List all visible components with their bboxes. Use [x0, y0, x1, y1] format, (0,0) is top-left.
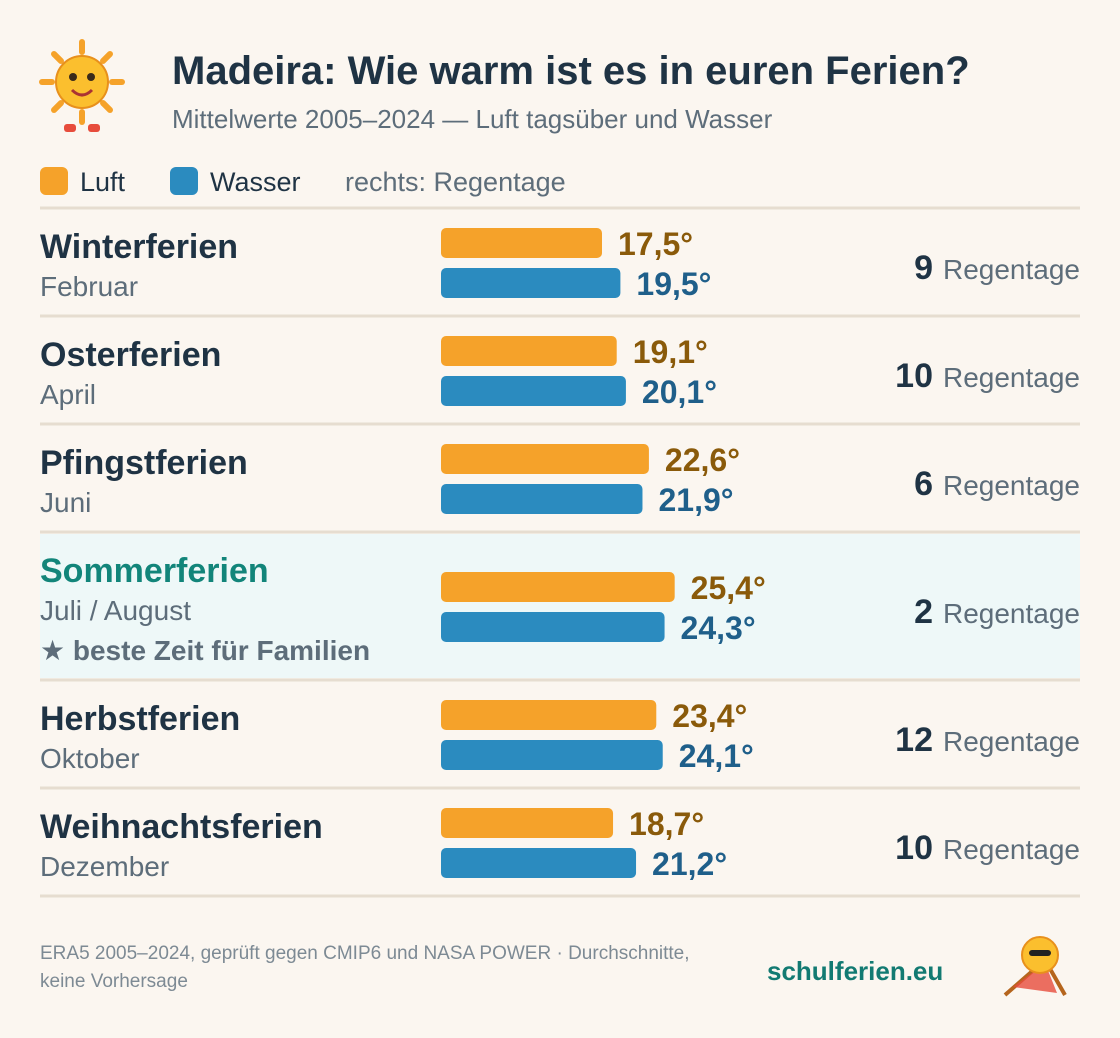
bar — [441, 612, 665, 642]
bar — [441, 740, 663, 770]
month-label: Oktober — [40, 743, 140, 774]
legend-label: Wasser — [210, 167, 301, 197]
rain-label: Regentage — [943, 598, 1080, 629]
category-name: Winterferien — [40, 228, 238, 266]
rain-label: Regentage — [943, 254, 1080, 285]
legend-label: Luft — [80, 167, 126, 197]
value-label: 21,2° — [652, 846, 727, 882]
value-label: 25,4° — [691, 570, 766, 606]
rain-days: 10 — [895, 357, 933, 395]
rain-days: 12 — [895, 721, 933, 759]
rain-label: Regentage — [943, 834, 1080, 865]
rain-label: Regentage — [943, 362, 1080, 393]
footer-source-box: ERA5 2005–2024, geprüft gegen CMIP6 und … — [40, 943, 690, 992]
footer-source: ERA5 2005–2024, geprüft gegen CMIP6 und … — [40, 943, 690, 992]
month-label: Juni — [40, 487, 91, 518]
category-name: Osterferien — [40, 336, 221, 374]
value-label: 18,7° — [629, 806, 704, 842]
rain-days: 2 — [914, 593, 933, 631]
rain-label: Regentage — [943, 726, 1080, 757]
category-name: Weihnachtsferien — [40, 808, 323, 846]
rain-label: Regentage — [943, 470, 1080, 501]
bar — [441, 848, 637, 878]
category-name: Pfingstferien — [40, 444, 248, 482]
value-label: 17,5° — [618, 226, 693, 262]
highlight-background — [40, 534, 1080, 678]
category-name: Sommerferien — [40, 552, 269, 590]
legend-note: rechts: Regentage — [345, 167, 566, 197]
bar — [441, 376, 626, 406]
value-label: 24,3° — [681, 610, 756, 646]
bar — [441, 228, 602, 258]
brand: schulferien.eu — [767, 956, 943, 986]
value-label: 24,1° — [679, 738, 754, 774]
rain-days: 10 — [895, 829, 933, 867]
beach-sun-icon — [1003, 936, 1067, 997]
value-label: 19,1° — [633, 334, 708, 370]
value-label: 23,4° — [672, 698, 747, 734]
legend-swatch — [170, 167, 198, 195]
bar — [441, 444, 649, 474]
subtitle: Mittelwerte 2005–2024 — Luft tagsüber un… — [172, 104, 773, 134]
title: Madeira: Wie warm ist es in euren Ferien… — [172, 49, 970, 93]
note: ★ beste Zeit für Familien — [40, 635, 370, 666]
rain-days: 6 — [914, 465, 933, 503]
bar — [441, 484, 643, 514]
legend-swatch — [40, 167, 68, 195]
rain-days: 9 — [914, 249, 933, 287]
value-label: 21,9° — [658, 482, 733, 518]
month-label: Juli / August — [40, 595, 191, 626]
bar — [441, 808, 614, 838]
bar — [441, 700, 657, 730]
bar — [441, 336, 617, 366]
sun-icon — [39, 39, 125, 132]
month-label: April — [40, 379, 96, 410]
value-label: 19,5° — [636, 266, 711, 302]
month-label: Dezember — [40, 851, 169, 882]
bar — [441, 268, 621, 298]
value-label: 20,1° — [642, 374, 717, 410]
category-name: Herbstferien — [40, 700, 240, 738]
bar — [441, 572, 675, 602]
value-label: 22,6° — [665, 442, 740, 478]
month-label: Februar — [40, 271, 138, 302]
